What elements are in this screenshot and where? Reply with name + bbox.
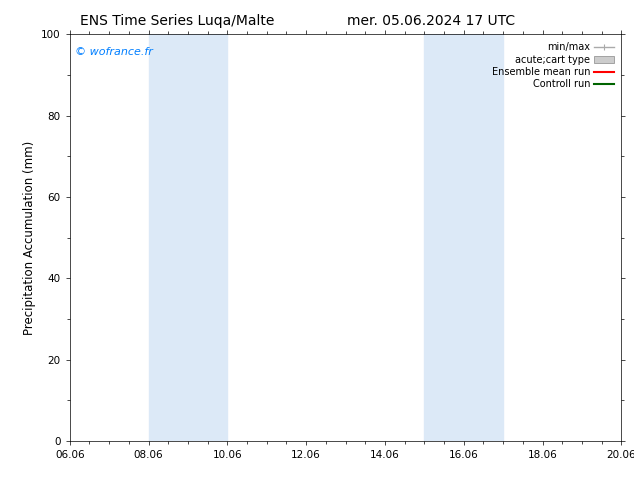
Bar [148, 34, 228, 441]
Text: mer. 05.06.2024 17 UTC: mer. 05.06.2024 17 UTC [347, 14, 515, 28]
Y-axis label: Precipitation Accumulation (mm): Precipitation Accumulation (mm) [23, 141, 36, 335]
Bar [424, 34, 503, 441]
Text: © wofrance.fr: © wofrance.fr [75, 47, 153, 56]
Text: ENS Time Series Luqa/Malte: ENS Time Series Luqa/Malte [81, 14, 275, 28]
Legend: min/max, acute;cart type, Ensemble mean run, Controll run: min/max, acute;cart type, Ensemble mean … [489, 39, 616, 92]
